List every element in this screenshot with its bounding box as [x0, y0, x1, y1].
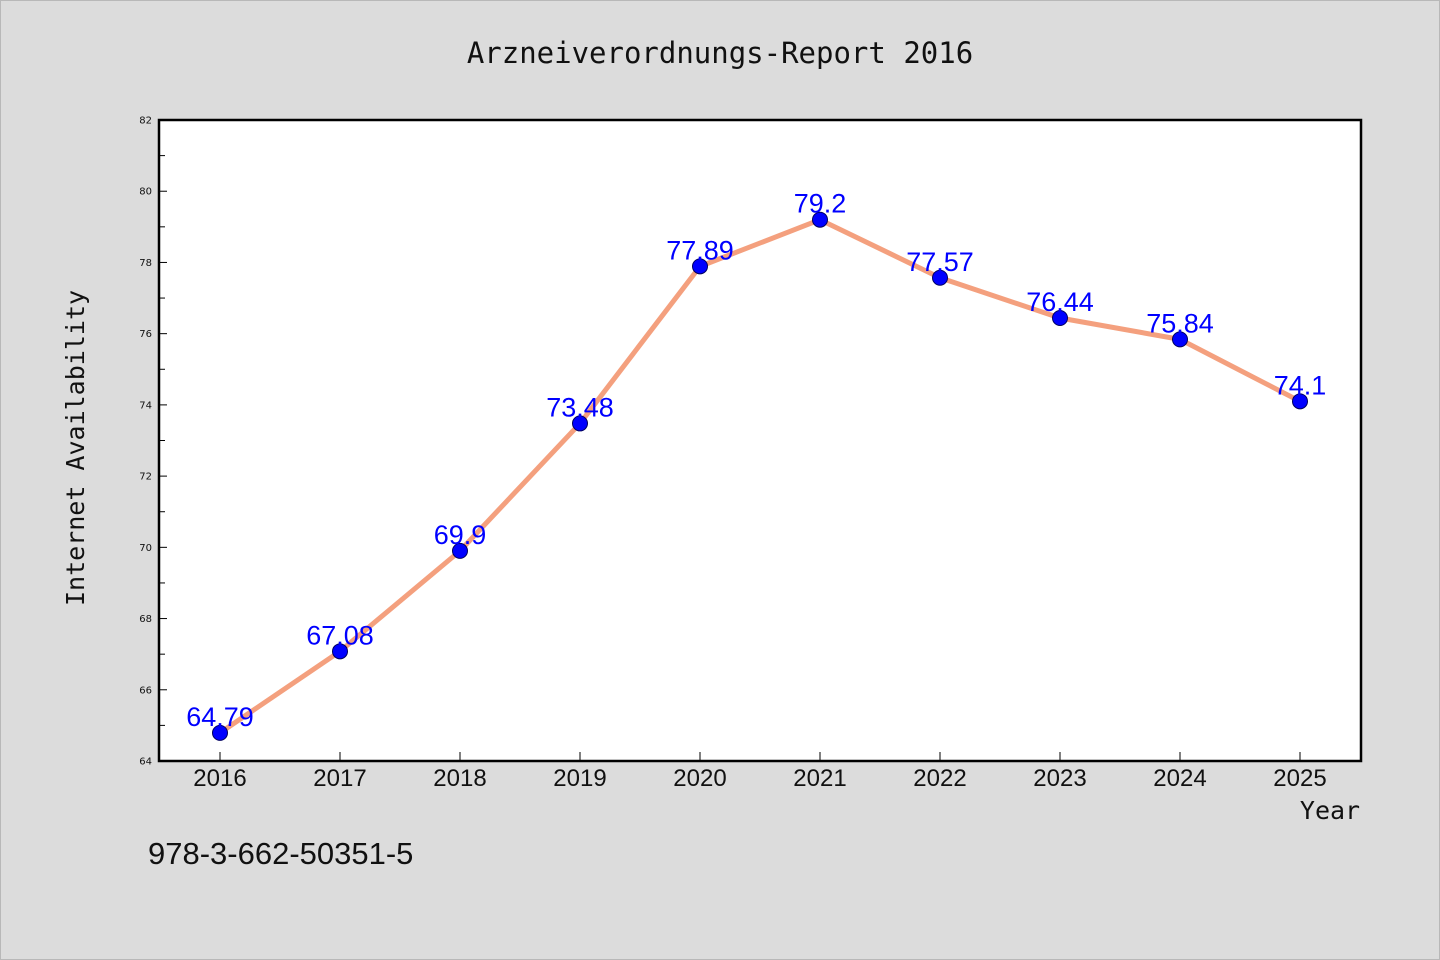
x-tick-label: 2018	[433, 765, 486, 792]
data-label: 67.08	[306, 620, 374, 650]
isbn-footer: 978-3-662-50351-5	[148, 836, 413, 871]
y-tick-label: 78	[139, 258, 152, 269]
data-label: 79.2	[794, 189, 847, 219]
x-tick-label: 2019	[553, 765, 606, 792]
y-tick-label: 74	[139, 400, 152, 411]
x-tick-label: 2022	[913, 765, 966, 792]
data-label: 73.48	[546, 392, 614, 422]
data-point	[1052, 309, 1068, 326]
data-point	[1292, 393, 1308, 410]
data-point	[212, 724, 228, 741]
y-tick-label: 80	[139, 187, 152, 198]
data-label: 77.57	[906, 247, 974, 277]
data-label: 75.84	[1146, 308, 1214, 338]
y-axis-title: Internet Availability	[61, 290, 90, 606]
data-label: 64.79	[186, 702, 254, 732]
data-point	[692, 258, 708, 275]
chart-title: Arzneiverordnungs-Report 2016	[467, 36, 973, 70]
x-tick-label: 2021	[793, 765, 846, 792]
x-tick-label: 2025	[1273, 765, 1326, 792]
data-label: 74.1	[1274, 370, 1327, 400]
x-axis: 2016 2017 2018 2019 2020 2021 2022 2023 2024 2025	[193, 752, 1327, 792]
plot-area	[157, 118, 1363, 763]
y-tick-label: 76	[139, 329, 152, 340]
y-axis: 64 66 68 70 72 74 76 78 80 82	[139, 116, 167, 768]
data-label: 69.9	[434, 520, 487, 550]
x-tick-label: 2023	[1033, 765, 1086, 792]
data-point	[332, 643, 348, 660]
y-tick-label: 66	[139, 685, 152, 696]
y-tick-label: 82	[139, 116, 152, 127]
x-tick-label: 2024	[1153, 765, 1206, 792]
data-point	[452, 542, 468, 559]
data-point	[572, 415, 588, 432]
data-label: 77.89	[666, 235, 734, 265]
data-point	[1172, 331, 1188, 348]
data-point	[932, 269, 948, 286]
y-tick-label: 64	[139, 757, 152, 768]
x-tick-label: 2016	[193, 765, 246, 792]
data-labels: 64.79 67.08 69.9 73.48 77.89 79.2 77.57 76.44 75…	[186, 189, 1326, 732]
x-tick-label: 2017	[313, 765, 366, 792]
series-line	[217, 217, 1303, 736]
data-markers	[212, 211, 1308, 741]
data-label: 76.44	[1026, 287, 1094, 317]
y-tick-label: 70	[139, 543, 152, 554]
x-tick-label: 2020	[673, 765, 726, 792]
data-point	[812, 211, 828, 228]
x-axis-title: Year	[1300, 796, 1360, 825]
y-tick-label: 68	[139, 614, 152, 625]
y-tick-label: 72	[139, 472, 152, 483]
